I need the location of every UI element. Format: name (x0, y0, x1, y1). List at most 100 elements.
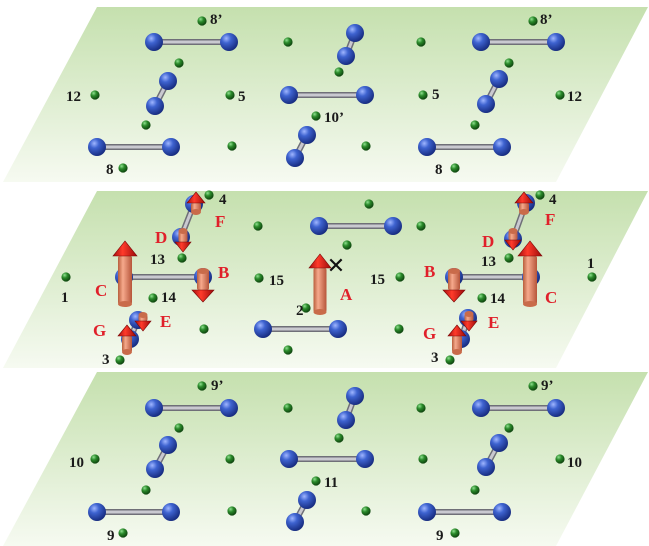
label-mid-13-right: 13 (481, 254, 496, 270)
blue-atom-8 (418, 138, 436, 156)
green-atom-43 (334, 433, 344, 443)
arrow-E-right-shaft-cap (464, 311, 474, 317)
green-atom-31 (477, 293, 487, 303)
blue-atom-16 (298, 126, 316, 144)
label-bot-10-right: 10 (567, 455, 582, 471)
arrow-D-left-shaft-cap (178, 228, 188, 234)
blue-atom-37 (356, 450, 374, 468)
blue-atom-48 (490, 434, 508, 452)
blue-atom-39 (547, 399, 565, 417)
label-top-8-right: 8 (435, 162, 443, 178)
green-atom-33 (199, 324, 209, 334)
blue-atom-13 (337, 47, 355, 65)
bottom-layer-labels: 9’ 9’ 10 10 11 9 9 (69, 378, 582, 544)
green-atom-48 (555, 454, 565, 464)
green-atom-39 (528, 381, 538, 391)
blue-atom-47 (337, 411, 355, 429)
blue-atom-9 (493, 138, 511, 156)
arrow-G-left-head (117, 324, 137, 337)
green-atom-55 (450, 528, 460, 538)
blue-atom-34 (145, 399, 163, 417)
site-label-B-right: B (424, 262, 435, 281)
arrow-B-right-head (442, 289, 466, 303)
green-atom-46 (225, 454, 235, 464)
arrow-C-left (112, 240, 138, 307)
arrow-F-right-head (514, 191, 534, 204)
arrow-F-left-shaft-cap (191, 209, 201, 215)
label-mid-3-right: 3 (431, 350, 439, 366)
arrow-D-left (174, 228, 192, 253)
label-top-12-right: 12 (567, 89, 582, 105)
arrow-G-left (117, 324, 137, 355)
green-atom-14 (227, 141, 237, 151)
label-mid-13-left: 13 (150, 252, 165, 268)
arrow-B-left-shaft (197, 271, 209, 290)
green-atom-5 (334, 67, 344, 77)
green-atom-15 (361, 141, 371, 151)
green-atom-1 (528, 16, 538, 26)
blue-atom-18 (310, 217, 328, 235)
arrow-G-right-shaft-cap (452, 349, 462, 355)
arrow-F-right (514, 191, 534, 215)
arrow-C-left-shaft-cap (118, 301, 132, 307)
blue-atom-38 (472, 399, 490, 417)
blue-atom-45 (146, 460, 164, 478)
arrow-A-shaft (313, 268, 327, 312)
green-atom-3 (416, 37, 426, 47)
green-atom-32 (301, 303, 311, 313)
label-top-8-left: 8 (106, 162, 114, 178)
arrow-F-left-head (186, 191, 206, 204)
arrow-D-left-head (174, 241, 192, 253)
blue-atom-46 (346, 387, 364, 405)
green-atom-17 (450, 163, 460, 173)
blue-atom-35 (220, 399, 238, 417)
arrow-B-left-shaft-cap (197, 268, 209, 274)
arrow-G-left-shaft-cap (122, 349, 132, 355)
arrow-C-right-shaft-cap (523, 301, 537, 307)
blue-atom-43 (493, 503, 511, 521)
site-label-D-left: D (155, 228, 167, 247)
arrow-E-right-head (460, 320, 478, 332)
site-label-E-left: E (160, 312, 171, 331)
arrow-B-left-head (191, 289, 215, 303)
arrow-E-left (134, 312, 152, 332)
label-mid-1-right: 1 (587, 256, 595, 272)
top-layer-labels: 8’ 8’ 12 5 5 12 10’ 8 8 (66, 12, 582, 178)
middle-layer-labels: 4 4 13 13 1 1 15 15 14 14 2 3 3 (61, 192, 595, 368)
green-atom-49 (141, 485, 151, 495)
green-atom-4 (174, 58, 184, 68)
spin-arrows-group (112, 191, 543, 355)
label-mid-4-right: 4 (549, 192, 557, 208)
site-label-B-left: B (218, 263, 229, 282)
arrow-F-left (186, 191, 206, 215)
arrow-G-right-head (447, 324, 467, 337)
green-atom-12 (311, 111, 321, 121)
site-label-C-right: C (545, 288, 557, 307)
blue-atom-1 (220, 33, 238, 51)
green-atom-53 (361, 506, 371, 516)
blue-atom-12 (346, 24, 364, 42)
blue-atom-10 (159, 72, 177, 90)
green-atom-42 (174, 423, 184, 433)
green-atom-10 (555, 90, 565, 100)
green-atom-16 (118, 163, 128, 173)
blue-atom-6 (88, 138, 106, 156)
label-mid-2: 2 (296, 303, 304, 319)
blue-atom-25 (329, 320, 347, 338)
arrow-B-left (191, 268, 215, 303)
label-mid-3-left: 3 (102, 352, 110, 368)
arrow-B-right-shaft (448, 271, 460, 290)
green-atom-20 (253, 221, 263, 231)
green-atom-52 (227, 506, 237, 516)
site-label-A: A (340, 285, 353, 304)
green-atom-23 (177, 253, 187, 263)
site-label-F-right: F (545, 210, 555, 229)
green-atoms-group (61, 16, 597, 538)
arrow-D-left-shaft (178, 231, 188, 242)
arrow-E-right (460, 311, 478, 332)
green-atom-27 (254, 273, 264, 283)
green-atom-25 (504, 253, 514, 263)
blue-atom-2 (280, 86, 298, 104)
blue-atom-3 (356, 86, 374, 104)
